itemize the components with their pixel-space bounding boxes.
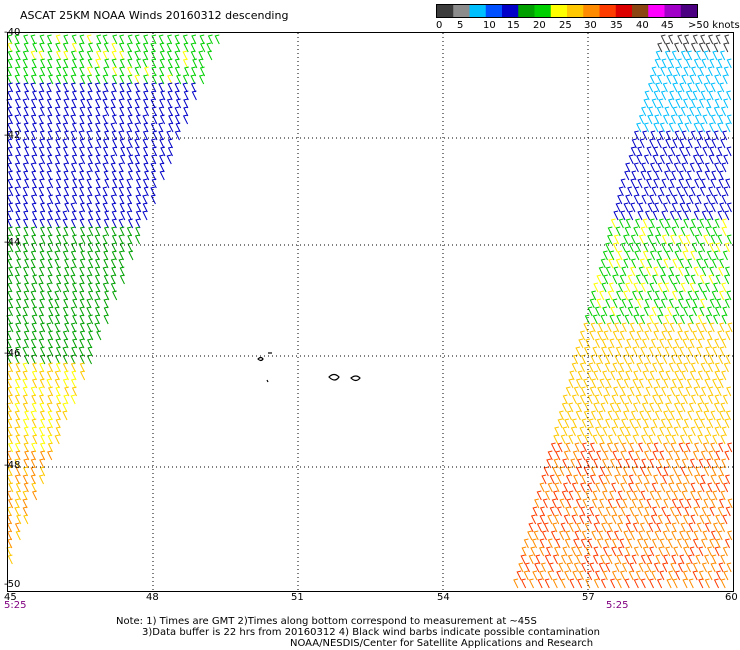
legend-swatch: [599, 5, 617, 17]
island-3: [266, 379, 269, 383]
map-title: ASCAT 25KM NOAA Winds 20160312 descendin…: [20, 9, 289, 22]
legend-label: 20: [533, 20, 546, 31]
lon-tick-45: 45: [4, 592, 17, 603]
legend-swatch: [648, 5, 665, 17]
lat-tick-48: -48: [4, 460, 21, 471]
lon-tick-60: 60: [725, 592, 738, 603]
legend-label: 40: [636, 20, 649, 31]
legend-label: 5: [457, 20, 464, 31]
legend-label: 15: [507, 20, 520, 31]
lon-tick-57: 57: [582, 592, 595, 603]
legend-label: 0: [436, 20, 443, 31]
wind-barbs-right-swath: [513, 34, 733, 589]
island-outlines: [257, 352, 361, 383]
pass-time-left: 5:25: [4, 600, 27, 611]
legend-label: 45: [661, 20, 674, 31]
pass-time-right: 5:25: [606, 600, 629, 611]
legend-swatch: [567, 5, 584, 17]
legend-swatch: [680, 5, 698, 17]
legend-swatch: [632, 5, 649, 17]
island-crozet-west: [350, 375, 361, 382]
legend-swatch: [534, 5, 552, 17]
legend-label: 10: [483, 20, 496, 31]
lon-tick-51: 51: [291, 592, 304, 603]
lat-tick-46: -46: [4, 348, 21, 359]
note-line-2: 3)Data buffer is 22 hrs from 20160312 4)…: [142, 627, 600, 638]
legend-swatch: [485, 5, 503, 17]
note-line-1: Note: 1) Times are GMT 2)Times along bot…: [116, 616, 537, 627]
legend-label: >50 knots: [688, 20, 740, 31]
wind-speed-color-legend: [436, 4, 698, 18]
note-line-3: NOAA/NESDIS/Center for Satellite Applica…: [290, 638, 594, 649]
lat-tick-50: -50: [4, 579, 21, 590]
lat-tick-44: -44: [4, 237, 21, 248]
legend-swatch: [469, 5, 487, 17]
legend-swatch: [437, 5, 454, 17]
lat-lon-grid: [8, 33, 733, 591]
legend-swatch: [583, 5, 600, 17]
legend-label: 35: [610, 20, 623, 31]
legend-swatch: [502, 5, 519, 17]
legend-swatch: [518, 5, 535, 17]
lon-tick-54: 54: [437, 592, 450, 603]
legend-label: 30: [584, 20, 597, 31]
map-frame: [7, 32, 734, 592]
lat-tick-40: -40: [4, 27, 21, 38]
legend-swatch: [550, 5, 568, 17]
lon-tick-48: 48: [146, 592, 159, 603]
legend-swatch: [664, 5, 682, 17]
island-crozet-east: [328, 373, 340, 381]
lat-tick-42: -42: [4, 130, 21, 141]
legend-swatch: [453, 5, 470, 17]
legend-label: 25: [559, 20, 572, 31]
legend-swatch: [615, 5, 633, 17]
island-1: [257, 356, 264, 362]
wind-barbs-left-swath: [6, 34, 220, 565]
